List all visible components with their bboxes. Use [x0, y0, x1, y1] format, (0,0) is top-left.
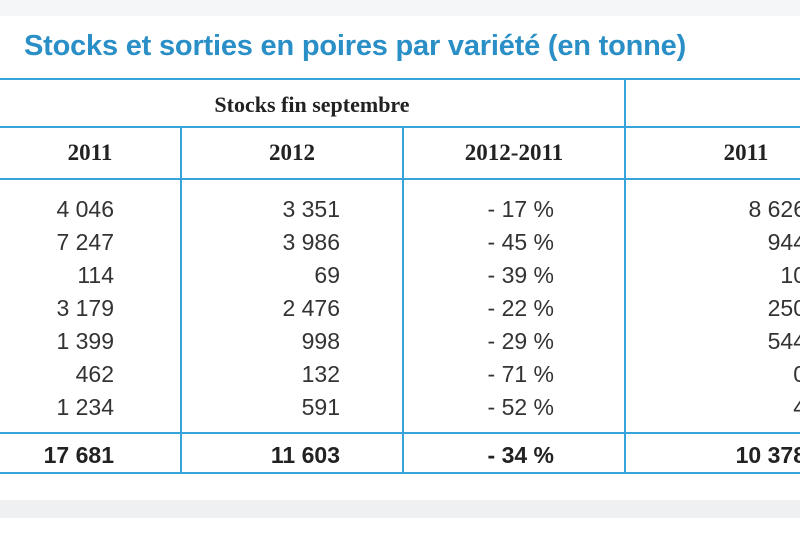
- top-strip: [0, 0, 800, 16]
- cell-stock-2012: 3 986: [282, 229, 340, 255]
- cell-variation: - 39 %: [487, 262, 554, 288]
- cell-stock-2011: 114: [77, 262, 114, 288]
- column-header-2011-sorties: 2011: [723, 140, 769, 165]
- header-divider: [0, 126, 800, 128]
- column-divider-2: [402, 126, 404, 474]
- total-sorties-2011: 10 378: [735, 442, 800, 468]
- table-title: Stocks et sorties en poires par variété …: [24, 30, 687, 62]
- column-divider-3: [624, 80, 626, 474]
- column-header-divider: [0, 178, 800, 180]
- total-divider: [0, 432, 800, 434]
- cell-variation: - 29 %: [487, 328, 554, 354]
- cell-stock-2012: 591: [301, 394, 340, 420]
- cell-sorties-2011: 944: [767, 229, 800, 255]
- cell-sorties-2011: 10: [780, 262, 800, 288]
- total-stock-2011: 17 681: [43, 442, 114, 468]
- cell-variation: - 17 %: [487, 196, 554, 222]
- cell-stock-2012: 132: [301, 361, 340, 387]
- cell-variation: - 45 %: [487, 229, 554, 255]
- stocks-table: Stocks fin septembre 2011 2012 2012-2011…: [0, 78, 800, 474]
- cell-stock-2011: 1 399: [56, 328, 114, 354]
- cell-sorties-2011: 250: [767, 295, 800, 321]
- column-header-2012: 2012: [269, 140, 315, 165]
- cell-variation: - 52 %: [487, 394, 554, 420]
- column-divider-1: [180, 126, 182, 474]
- group-header-stocks: Stocks fin septembre: [214, 92, 410, 117]
- cell-sorties-2011: 544: [767, 328, 800, 354]
- cell-stock-2011: 7 247: [56, 229, 114, 255]
- total-variation: - 34 %: [487, 442, 554, 468]
- column-header-2011: 2011: [67, 140, 113, 165]
- page-footer-shadow: [0, 500, 800, 518]
- cell-stock-2011: 3 179: [56, 295, 114, 321]
- column-header-variation: 2012-2011: [464, 140, 564, 165]
- cell-variation: - 22 %: [487, 295, 554, 321]
- cell-stock-2011: 4 046: [56, 196, 114, 222]
- cell-stock-2011: 462: [75, 361, 114, 387]
- cell-stock-2012: 2 476: [282, 295, 340, 321]
- cell-variation: - 71 %: [487, 361, 554, 387]
- total-stock-2012: 11 603: [270, 442, 340, 468]
- cell-sorties-2011: 4: [793, 394, 800, 420]
- cell-sorties-2011: 8 626: [748, 196, 800, 222]
- cell-stock-2011: 1 234: [56, 394, 114, 420]
- cell-stock-2012: 998: [301, 328, 340, 354]
- cell-stock-2012: 3 351: [282, 196, 340, 222]
- cell-sorties-2011: 0: [793, 361, 800, 387]
- cell-stock-2012: 69: [314, 262, 340, 288]
